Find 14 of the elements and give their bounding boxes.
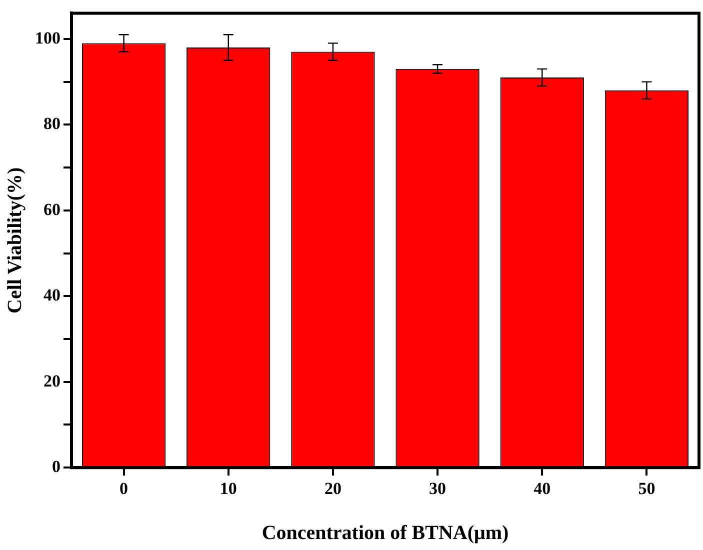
x-tick-label: 30: [429, 479, 446, 498]
y-tick-label: 100: [35, 28, 60, 48]
x-axis-title: Concentration of BTNA(μm): [262, 522, 509, 544]
y-tick-label: 20: [44, 371, 60, 390]
x-tick-label: 50: [638, 479, 656, 498]
x-tick-label: 0: [120, 479, 128, 498]
x-tick-label: 20: [324, 479, 342, 498]
x-tick-label: 40: [534, 479, 551, 498]
y-axis-title: Cell Viability(%): [4, 167, 26, 314]
y-tick-label: 60: [44, 200, 60, 219]
y-tick-label: 0: [52, 456, 60, 476]
y-tick-label: 40: [44, 286, 60, 305]
y-tick-label: 80: [44, 114, 60, 134]
x-tick-label: 10: [220, 479, 237, 498]
